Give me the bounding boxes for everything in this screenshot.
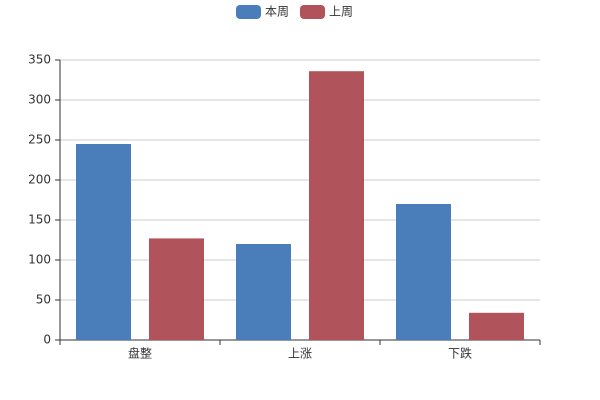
y-tick-label: 300 (28, 93, 51, 107)
y-tick-label: 250 (28, 133, 51, 147)
x-tick-label: 盘整 (128, 346, 152, 361)
bar (396, 204, 451, 340)
x-tick-label: 上涨 (288, 346, 312, 361)
legend-swatch (300, 5, 325, 19)
y-tick-label: 0 (43, 333, 51, 347)
y-tick-label: 150 (28, 213, 51, 227)
y-tick-label: 100 (28, 253, 51, 267)
bar (76, 144, 131, 340)
legend-swatch (236, 5, 261, 19)
bar (309, 71, 364, 340)
y-tick-label: 200 (28, 173, 51, 187)
legend-label: 本周 (265, 5, 289, 19)
x-tick-label: 下跌 (448, 346, 472, 361)
y-tick-label: 350 (28, 53, 51, 67)
y-tick-label: 50 (36, 293, 51, 307)
bar (469, 312, 524, 340)
bar (149, 238, 204, 340)
bar (236, 244, 291, 340)
legend-label: 上周 (329, 5, 353, 19)
